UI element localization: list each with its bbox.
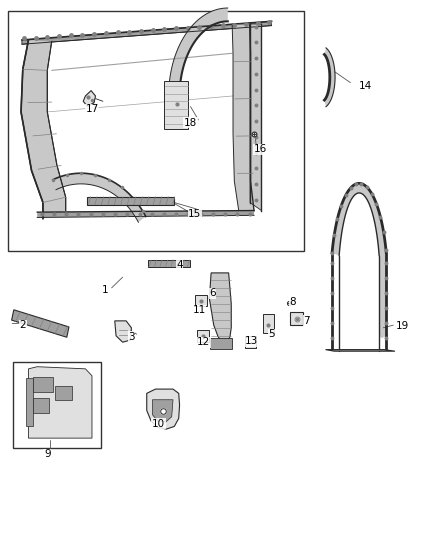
Polygon shape [83,91,95,107]
Bar [290,312,303,325]
Bar [263,314,274,333]
Text: 3: 3 [128,332,135,342]
Text: 13: 13 [245,336,258,346]
Text: 17: 17 [85,104,99,114]
Text: 6: 6 [209,288,216,298]
Bar [33,377,53,392]
Bar [164,81,188,129]
Text: 8: 8 [289,297,296,307]
Text: 12: 12 [197,337,210,347]
Polygon shape [22,21,272,44]
Text: 1: 1 [102,286,109,295]
Text: 14: 14 [359,82,372,91]
Polygon shape [147,389,180,429]
Polygon shape [250,24,261,211]
Polygon shape [152,400,173,422]
Bar [26,378,33,426]
Bar [197,330,209,342]
Bar [13,362,101,448]
Polygon shape [325,350,395,351]
Text: 2: 2 [19,320,26,330]
Polygon shape [53,173,146,222]
Polygon shape [28,367,92,438]
Text: 19: 19 [396,321,409,331]
Text: 7: 7 [303,316,310,326]
Bar [195,295,207,306]
Bar [245,336,256,348]
Bar [210,338,232,349]
Polygon shape [209,273,231,342]
Polygon shape [169,8,228,96]
Polygon shape [21,40,66,219]
Text: 9: 9 [44,449,51,459]
Polygon shape [332,183,389,338]
Text: 16: 16 [254,144,267,154]
Text: 18: 18 [184,118,197,127]
Text: 11: 11 [193,305,206,315]
Text: 15: 15 [188,209,201,219]
Bar [8,11,304,251]
Polygon shape [325,48,335,107]
Polygon shape [12,310,69,337]
Text: 5: 5 [268,329,275,339]
Polygon shape [232,24,254,211]
Text: 4: 4 [176,260,183,270]
Polygon shape [37,211,254,217]
Polygon shape [115,321,131,342]
Text: 10: 10 [152,419,165,429]
Bar [55,386,72,400]
Bar [33,398,49,413]
Bar [87,197,174,205]
Bar [148,260,190,266]
